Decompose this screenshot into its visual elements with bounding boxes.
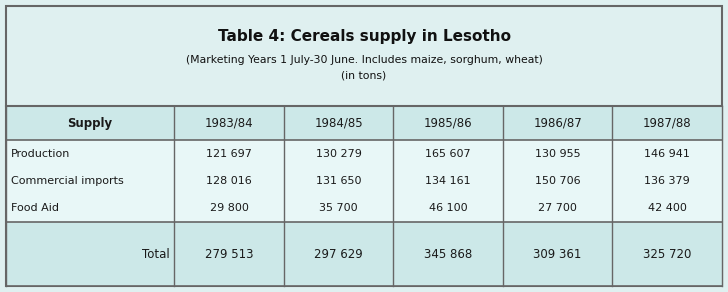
Text: 131 650: 131 650 [316, 176, 361, 186]
Text: 325 720: 325 720 [643, 248, 692, 260]
Text: 279 513: 279 513 [205, 248, 253, 260]
Text: 1987/88: 1987/88 [643, 117, 692, 129]
Bar [6, 106, 722, 140]
Text: 1983/84: 1983/84 [205, 117, 253, 129]
Text: 297 629: 297 629 [314, 248, 363, 260]
Text: Supply: Supply [68, 117, 113, 129]
Text: Production: Production [11, 149, 71, 159]
Text: 1984/85: 1984/85 [314, 117, 363, 129]
Text: 309 361: 309 361 [534, 248, 582, 260]
Text: 46 100: 46 100 [429, 203, 467, 213]
Text: 150 706: 150 706 [535, 176, 580, 186]
Text: 27 700: 27 700 [538, 203, 577, 213]
Text: 29 800: 29 800 [210, 203, 248, 213]
Text: 128 016: 128 016 [206, 176, 252, 186]
Bar [6, 140, 722, 222]
Text: 136 379: 136 379 [644, 176, 690, 186]
Text: (Marketing Years 1 July-30 June. Includes maize, sorghum, wheat): (Marketing Years 1 July-30 June. Include… [186, 55, 542, 65]
Text: Total: Total [141, 248, 169, 260]
Text: 121 697: 121 697 [206, 149, 252, 159]
Text: 42 400: 42 400 [648, 203, 687, 213]
Text: 35 700: 35 700 [320, 203, 358, 213]
Text: 146 941: 146 941 [644, 149, 690, 159]
Text: Table 4: Cereals supply in Lesotho: Table 4: Cereals supply in Lesotho [218, 29, 510, 44]
Bar [6, 222, 722, 286]
Text: (in tons): (in tons) [341, 71, 387, 81]
Text: Commercial imports: Commercial imports [11, 176, 124, 186]
Text: 130 955: 130 955 [535, 149, 580, 159]
Text: Food Aid: Food Aid [11, 203, 59, 213]
Text: 1986/87: 1986/87 [534, 117, 582, 129]
Text: 134 161: 134 161 [425, 176, 471, 186]
Text: 1985/86: 1985/86 [424, 117, 472, 129]
Text: 345 868: 345 868 [424, 248, 472, 260]
Text: 130 279: 130 279 [316, 149, 362, 159]
Text: 165 607: 165 607 [425, 149, 471, 159]
